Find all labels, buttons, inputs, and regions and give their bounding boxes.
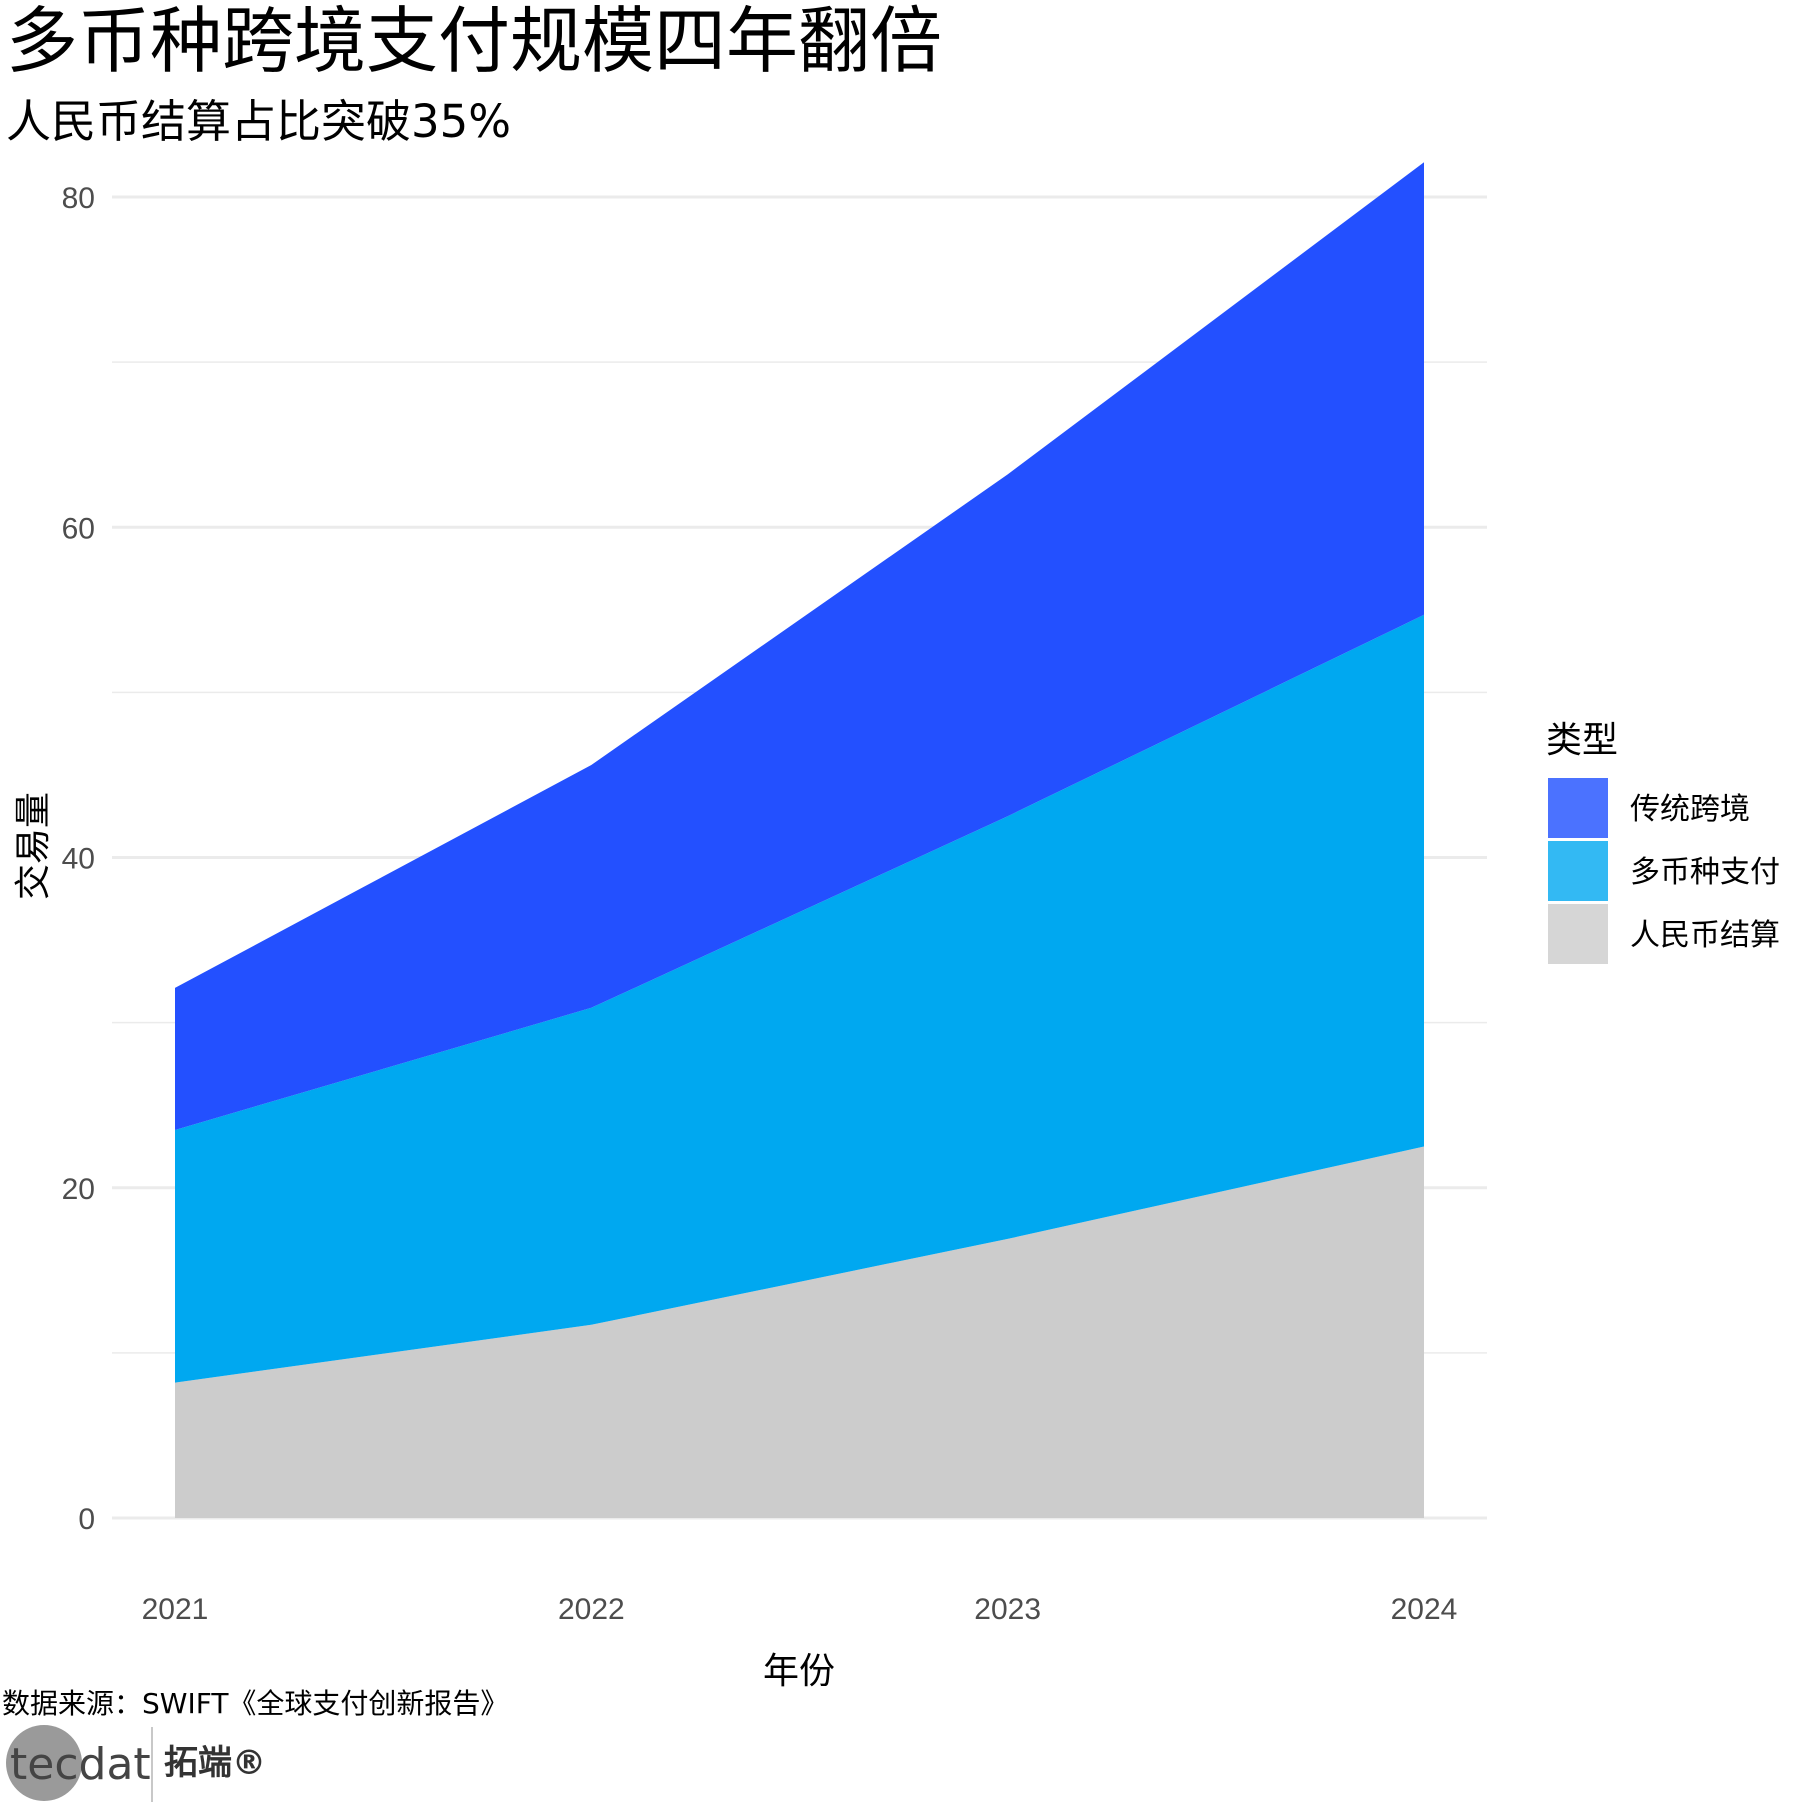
- y-tick-label: 0: [78, 1503, 95, 1536]
- legend-swatch: [1548, 778, 1608, 838]
- logo-brand-cn: 拓端®: [164, 1743, 266, 1783]
- x-tick-label: 2021: [142, 1593, 209, 1626]
- legend-swatch: [1548, 904, 1608, 964]
- chart-title: 多币种跨境支付规模四年翻倍: [6, 0, 942, 83]
- brand-logo: tecdat 拓端®: [6, 1725, 266, 1802]
- plot-areas: [175, 162, 1424, 1518]
- logo-brand: tecdat: [10, 1739, 151, 1790]
- legend-label: 多币种支付: [1630, 855, 1780, 890]
- area-series-3: [175, 162, 1424, 1131]
- area-series-2: [175, 614, 1424, 1383]
- legend-swatch: [1548, 841, 1608, 901]
- y-axis-title: 交易量: [13, 792, 54, 900]
- chart-caption: 数据来源：SWIFT《全球支付创新报告》: [2, 1687, 508, 1720]
- y-tick-label: 40: [62, 843, 95, 876]
- legend-label: 人民币结算: [1630, 918, 1780, 953]
- y-tick-label: 60: [62, 512, 95, 545]
- y-axis-ticks: 0 20 40 60 80: [62, 182, 95, 1536]
- x-axis-title: 年份: [763, 1651, 835, 1692]
- x-tick-label: 2024: [1391, 1593, 1458, 1626]
- y-tick-label: 80: [62, 182, 95, 215]
- legend-label: 传统跨境: [1630, 792, 1750, 827]
- x-tick-label: 2023: [974, 1593, 1041, 1626]
- legend-title: 类型: [1546, 720, 1618, 761]
- y-tick-label: 20: [62, 1173, 95, 1206]
- area-series-1: [175, 1146, 1424, 1518]
- x-tick-label: 2022: [558, 1593, 625, 1626]
- x-axis-ticks: 2021 2022 2023 2024: [142, 1593, 1458, 1626]
- logo-circle: [6, 1725, 82, 1801]
- chart-subtitle: 人民币结算占比突破35%: [6, 95, 511, 148]
